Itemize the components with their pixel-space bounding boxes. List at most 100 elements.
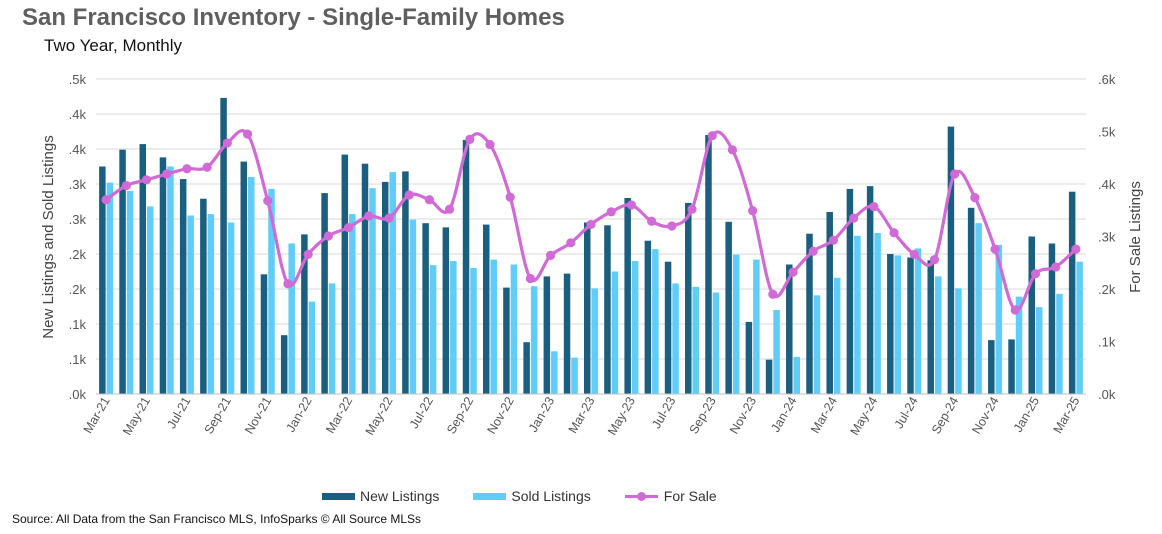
- y2-tick-label: .3k: [1098, 230, 1116, 245]
- sold-listings-bar: [490, 259, 497, 394]
- for-sale-point: [384, 213, 394, 223]
- new-listings-bar: [685, 202, 692, 394]
- for-sale-point: [707, 131, 717, 141]
- x-tick-label: Jan-23: [526, 394, 557, 434]
- sold-listings-bar: [530, 286, 538, 394]
- for-sale-point: [1030, 269, 1041, 279]
- for-sale-point: [444, 204, 455, 214]
- sold-listings-bar: [833, 277, 841, 394]
- legend-item-for-sale[interactable]: For Sale: [624, 488, 717, 504]
- y-tick-label: .4k: [69, 142, 87, 157]
- sold-listings-bar: [672, 283, 679, 394]
- legend: New Listings Sold Listings For Sale: [322, 486, 751, 506]
- for-sale-point: [263, 196, 273, 206]
- sold-listings-bar: [995, 244, 1003, 394]
- for-sale-point: [545, 250, 556, 260]
- sold-listings-bar: [914, 248, 922, 394]
- x-tick-label: May-24: [847, 394, 880, 437]
- x-tick-label: Jul-23: [649, 394, 678, 431]
- new-listings-bar: [503, 287, 510, 394]
- new-listings-bar: [381, 181, 389, 394]
- for-sale-point: [404, 190, 414, 200]
- x-tick-label: May-21: [120, 394, 153, 437]
- sold-listings-bar: [268, 188, 275, 394]
- sold-listings-bar: [975, 223, 982, 394]
- for-sale-point: [727, 145, 738, 155]
- sold-listings-bar: [288, 243, 295, 394]
- legend-label-for-sale: For Sale: [663, 488, 717, 504]
- new-listings-bar: [846, 188, 854, 394]
- for-sale-point: [768, 289, 778, 299]
- sold-listings-bar: [692, 286, 700, 394]
- sold-listings-bar: [429, 265, 437, 394]
- x-tick-label: Sep-21: [202, 394, 234, 436]
- x-tick-label: May-23: [605, 394, 638, 437]
- sold-listings-bar: [773, 310, 780, 394]
- for-sale-point: [121, 180, 131, 191]
- for-sale-point: [1051, 262, 1061, 272]
- sold-listings-bar: [934, 276, 942, 394]
- new-listings-bar: [664, 261, 672, 394]
- x-tick-label: Jul-22: [407, 394, 436, 431]
- sold-listings-bar: [308, 301, 316, 394]
- y-tick-label: .1k: [69, 352, 87, 367]
- for-sale-swatch: [624, 489, 658, 503]
- new-listings-bars: [99, 97, 1076, 395]
- x-tick-label: May-22: [363, 394, 396, 437]
- sold-listings-bar: [450, 261, 457, 394]
- y-tick-label: .4k: [69, 107, 87, 122]
- for-sale-point: [242, 129, 253, 139]
- sold-listings-bar: [369, 188, 376, 394]
- new-listings-bar: [482, 224, 490, 394]
- sold-listings-bar: [126, 191, 134, 394]
- for-sale-point: [162, 169, 172, 179]
- y-tick-label: .3k: [69, 212, 87, 227]
- for-sale-point: [141, 175, 152, 185]
- for-sale-point: [343, 222, 354, 233]
- for-sale-point: [1010, 305, 1020, 315]
- sold-listings-bar: [389, 172, 396, 394]
- sold-listings-bar: [349, 214, 356, 394]
- y2-tick-label: .2k: [1098, 282, 1116, 297]
- x-tick-label: Nov-23: [727, 394, 759, 436]
- sold-listings-bar: [1015, 296, 1023, 394]
- sold-listings-bar: [1076, 261, 1083, 394]
- for-sale-point: [909, 249, 919, 259]
- for-sale-point: [505, 192, 515, 202]
- sold-listings-bar: [1056, 293, 1063, 394]
- x-tick-label: Nov-21: [242, 394, 274, 436]
- x-tick-label: Sep-24: [929, 394, 961, 436]
- legend-item-sold-listings[interactable]: Sold Listings: [473, 488, 591, 504]
- x-tick-label: Mar-25: [1051, 394, 1083, 435]
- new-listings-bar: [927, 260, 934, 394]
- sold-listings-bar: [611, 271, 619, 394]
- new-listings-bar: [321, 193, 328, 394]
- new-listings-bar: [786, 264, 793, 394]
- for-sale-point: [889, 228, 899, 238]
- x-tick-label: Nov-24: [969, 394, 1001, 436]
- for-sale-point: [182, 164, 192, 174]
- chart-title: San Francisco Inventory - Single-Family …: [22, 4, 565, 31]
- for-sale-point: [525, 273, 535, 284]
- sold-listings-bar: [227, 222, 235, 394]
- new-listings-bar: [442, 227, 450, 394]
- sold-listings-bar: [955, 288, 962, 394]
- new-listings-bar: [240, 161, 248, 394]
- sold-listings-bar: [551, 351, 558, 394]
- new-listings-bar: [301, 234, 308, 394]
- sold-listings-bar: [652, 249, 659, 394]
- new-listings-bar: [220, 97, 227, 395]
- new-listings-swatch: [322, 492, 355, 500]
- sold-listings-bar: [894, 255, 902, 394]
- legend-item-new-listings[interactable]: New Listings: [322, 488, 439, 504]
- chart-subtitle: Two Year, Monthly: [44, 36, 182, 55]
- new-listings-bar: [644, 240, 652, 394]
- sold-listings-bar: [328, 283, 336, 394]
- new-listings-bar: [159, 157, 167, 394]
- x-tick-label: Nov-22: [485, 394, 517, 436]
- new-listings-bar: [584, 222, 591, 394]
- new-listings-bar: [119, 149, 126, 394]
- x-tick-label: Jan-22: [283, 394, 314, 434]
- new-listings-bar: [200, 198, 207, 394]
